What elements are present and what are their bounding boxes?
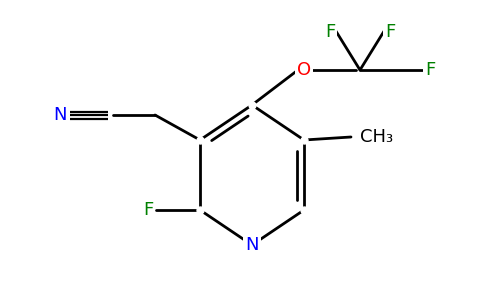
Text: F: F <box>425 61 435 79</box>
Text: F: F <box>143 201 153 219</box>
Text: F: F <box>325 23 335 41</box>
Text: N: N <box>53 106 67 124</box>
Text: CH₃: CH₃ <box>360 128 393 146</box>
Text: O: O <box>297 61 311 79</box>
Text: F: F <box>385 23 395 41</box>
Text: N: N <box>245 236 259 254</box>
